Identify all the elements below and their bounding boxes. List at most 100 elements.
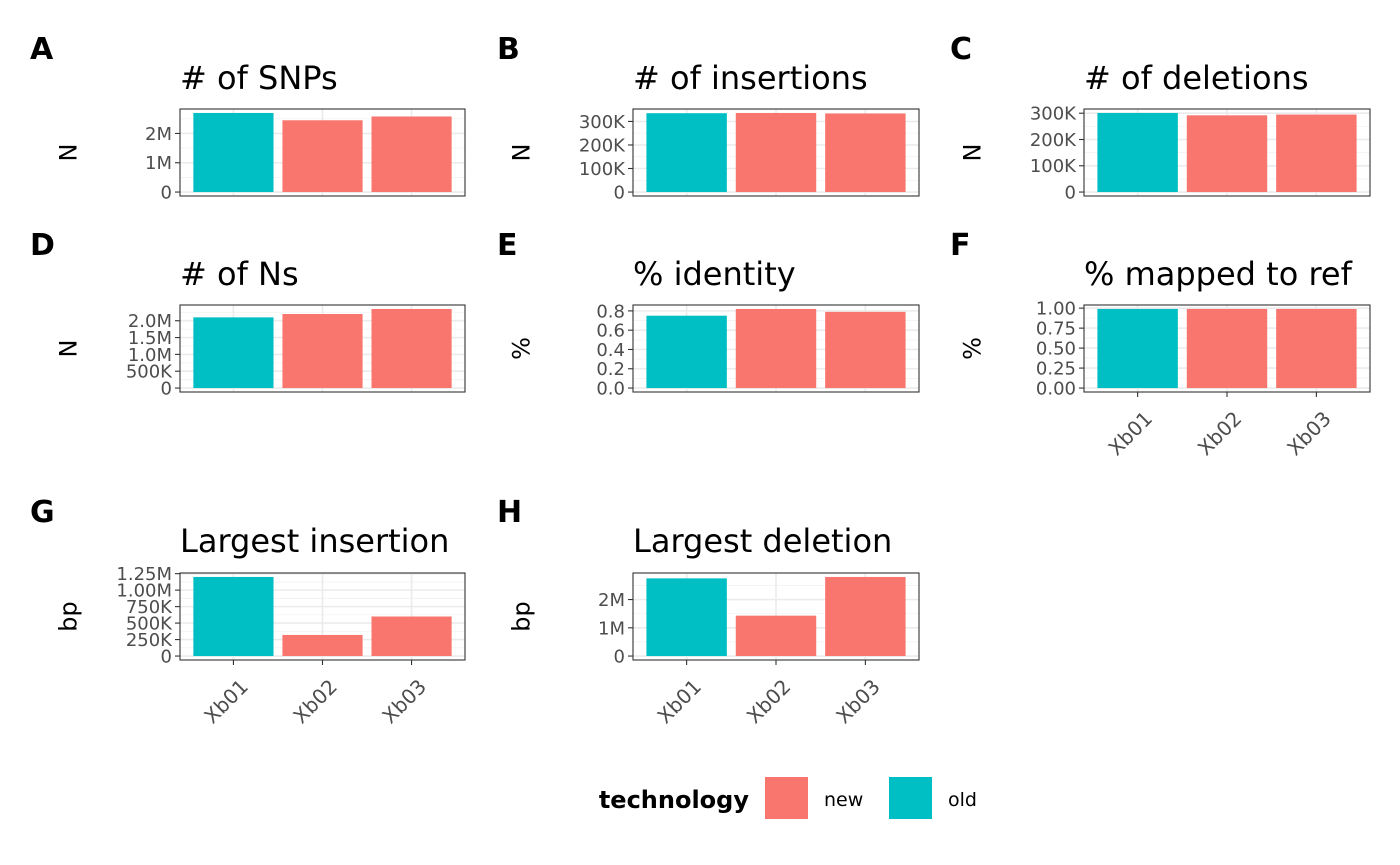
bar-xb01 [193,112,274,193]
panel-border [632,108,920,197]
y-tick-label: 0.6 [596,321,625,342]
x-tick-label: Xb03 [831,674,885,728]
y-tick-label: 250K [126,630,173,651]
panel-border [1083,108,1371,197]
panel-title: # of insertions [633,59,868,97]
panel-title: # of deletions [1084,59,1309,97]
bar-xb02 [1186,308,1268,389]
x-tick-label: Xb03 [377,674,431,728]
bar-xb03 [371,308,452,389]
panel-letter: A [30,32,54,67]
y-tick-label: 0.8 [596,301,625,322]
panel-a: A # of SNPs N 0 1M 2M [30,32,466,204]
y-axis-label: N [54,340,82,358]
panel-letter: G [30,495,55,530]
panel-f: F % mapped to ref% 0.000.250.500.751.00 Xb0… [950,228,1371,460]
bar-xb01 [646,315,727,389]
bar-xb03 [371,116,452,193]
panel-letter: D [30,228,55,263]
y-tick-label: 1M [145,153,172,174]
y-tick-label: 300K [579,112,626,133]
bar-xb02 [282,634,363,657]
panel-border [179,108,466,197]
bar-xb03 [1276,308,1357,389]
bar-xb02 [1186,115,1268,193]
y-tick-label: 100K [579,159,626,180]
y-tick-label: 2M [598,590,625,611]
y-tick-label: 2M [145,124,172,145]
y-axis-label: % [958,337,986,360]
x-tick-label: Xb01 [652,674,706,728]
bar-xb03 [825,113,906,193]
y-tick-label: 200K [1030,130,1077,151]
y-tick-label: 0 [1065,183,1076,204]
y-axis-label: bp [54,601,82,631]
panel-e: E % identity% 0.00.20.40.60.8 [497,228,920,400]
panel-letter: E [497,228,518,263]
y-tick-label: 750K [126,597,173,618]
y-axis-label: N [958,144,986,162]
panels-group: A # of SNPs N 0 1M 2M B # of insertions N 0 100K 20… [30,32,1371,728]
y-axis-label: % [507,337,535,360]
panel-letter: B [497,32,520,67]
panel-border [179,304,466,393]
bar-xb03 [825,311,906,389]
y-axis-label: N [507,144,535,162]
y-tick-label: 1.25M [116,564,172,585]
panel-title: # of Ns [180,255,299,293]
x-tick-label: Xb02 [1193,406,1247,460]
panel-letter: C [950,32,972,67]
y-tick-label: 300K [1030,104,1077,125]
y-tick-label: 1.0M [128,345,172,366]
y-tick-label: 1M [598,618,625,639]
bar-xb02 [735,112,817,193]
panel-title: # of SNPs [180,59,338,97]
panel-h: H Largest deletion bp 0 1M 2M Xb01 Xb02 Xb03 [497,495,920,728]
bar-xb01 [1097,308,1178,389]
y-tick-label: 200K [579,135,626,156]
panel-letter: F [950,228,971,263]
y-tick-label: 0 [161,183,172,204]
panel-letter: H [497,495,522,530]
legend-key-old [889,777,932,819]
y-tick-label: 1.5M [128,328,172,349]
x-tick-label: Xb01 [1103,406,1157,460]
x-tick-label: Xb03 [1282,406,1336,460]
panel-border [632,304,920,393]
y-tick-label: 0 [614,183,625,204]
y-tick-label: 0 [161,647,172,668]
bar-xb03 [825,576,906,657]
x-tick-label: Xb02 [742,674,796,728]
y-axis-label: bp [507,601,535,631]
bar-xb01 [193,317,274,389]
panel-title: % mapped to ref [1084,255,1353,293]
panel-title: % identity [633,255,796,293]
y-tick-label: 0.00 [1036,379,1076,400]
bar-xb03 [371,616,452,657]
bar-xb02 [282,314,363,389]
y-tick-label: 500K [126,362,173,383]
y-tick-label: 0.50 [1036,339,1076,360]
y-tick-label: 0.25 [1036,359,1076,380]
y-tick-label: 100K [1030,156,1077,177]
y-tick-label: 0.2 [596,359,625,380]
y-tick-label: 2.0M [128,311,172,332]
y-tick-label: 0.4 [596,340,625,361]
legend-label-new: new [824,789,863,811]
bar-xb01 [193,576,274,657]
x-tick-label: Xb01 [199,674,253,728]
y-axis-label: N [54,144,82,162]
panel-c: C # of deletions N 0 100K 200K 300K [950,32,1371,204]
x-tick-label: Xb02 [288,674,342,728]
y-tick-label: 1.00 [1036,299,1076,320]
bar-xb01 [1097,112,1178,193]
legend-key-new [765,777,808,819]
y-tick-label: 500K [126,614,173,635]
bar-xb02 [735,615,817,657]
legend-title: technology [599,786,750,814]
panel-title: Largest insertion [180,522,449,560]
y-tick-label: 0 [614,647,625,668]
